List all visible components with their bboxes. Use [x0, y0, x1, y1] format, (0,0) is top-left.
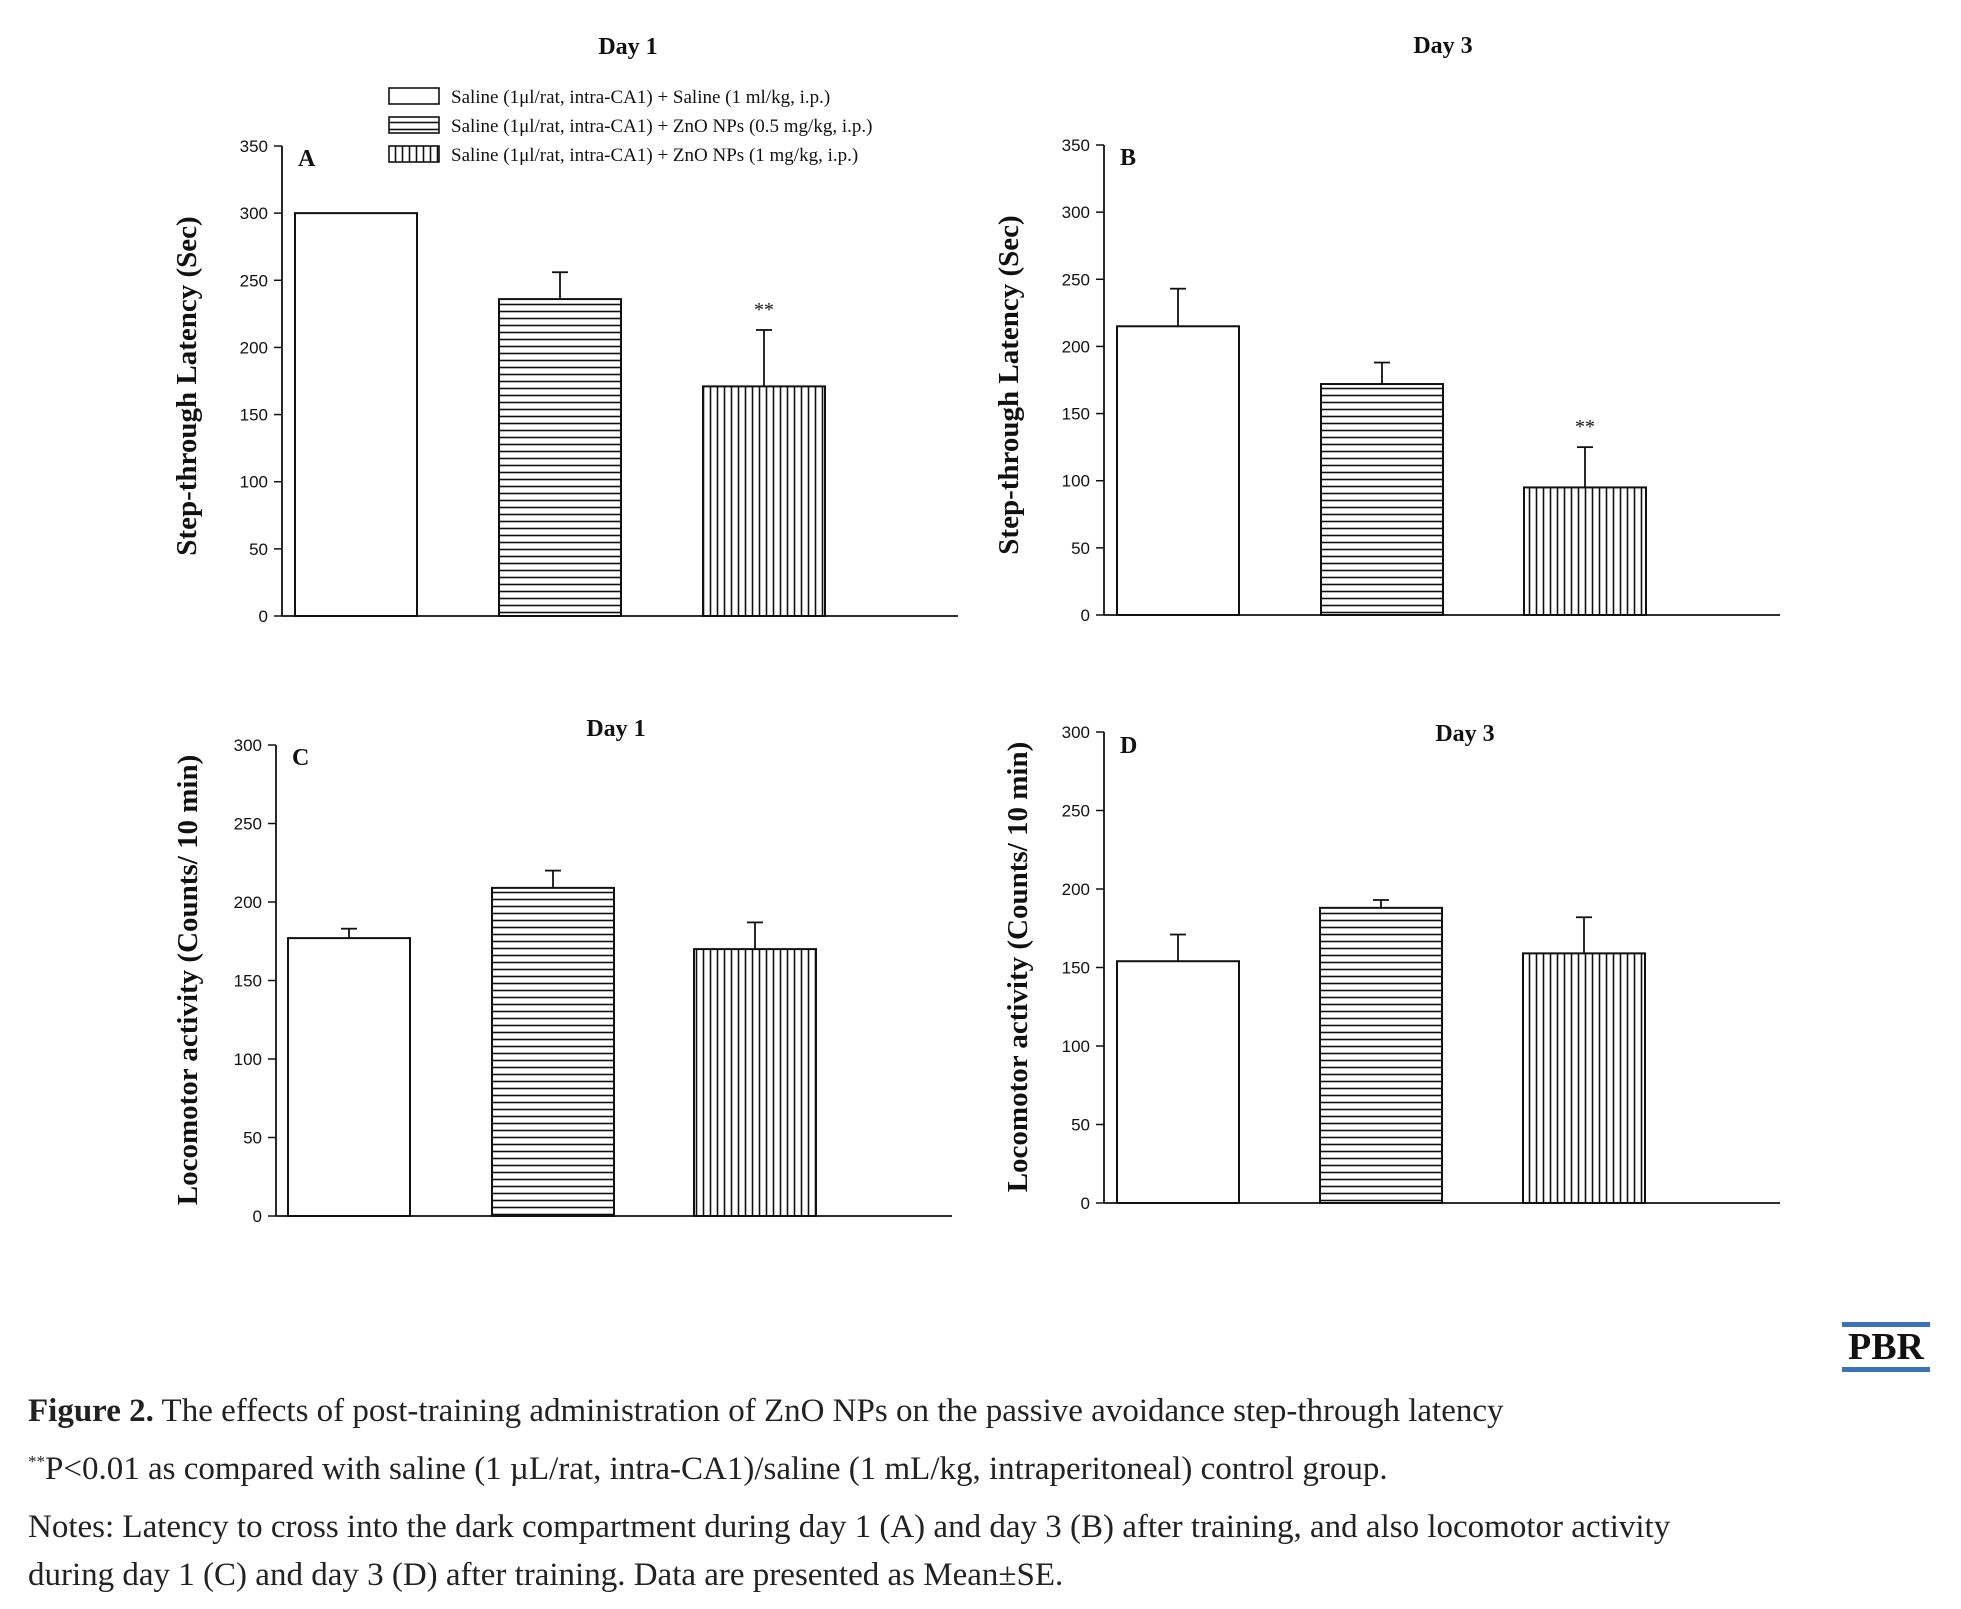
y-tick-label: 150 — [240, 406, 268, 425]
chart-title: Day 1 — [586, 716, 645, 742]
figure-caption-title: Figure 2. The effects of post-training a… — [28, 1393, 1504, 1430]
chart-title: Day 3 — [1435, 721, 1494, 747]
significance-note: **P<0.01 as compared with saline (1 µL/r… — [28, 1451, 1388, 1488]
figure-panels: 0 50 100 150 200 250 300 350 Step-through Latenc… — [171, 33, 1780, 1226]
y-tick-label: 300 — [234, 736, 262, 755]
legend-swatch-blank — [388, 87, 440, 105]
y-axis-label: Locomotor activity (Counts/ 10 min) — [1002, 742, 1034, 1193]
bar-vertical — [693, 948, 817, 1217]
panel-letter: A — [298, 146, 316, 172]
y-tick-label: 250 — [1062, 802, 1090, 821]
bar-horizontal — [498, 298, 622, 617]
y-tick-label: 150 — [1062, 405, 1090, 424]
figure-label: Figure 2. — [28, 1393, 154, 1429]
panel-letter: B — [1120, 145, 1136, 171]
bar-vertical — [1523, 486, 1647, 616]
logo-bottom-rule — [1842, 1367, 1930, 1372]
bar-blank — [1116, 960, 1240, 1204]
y-tick-label: 150 — [1062, 959, 1090, 978]
logo-text: PBR — [1848, 1326, 1924, 1368]
y-tick-label: 250 — [240, 271, 268, 290]
chart-panel-d: 0 50 100 150 200 250 300 Locomotor activity (Co… — [1002, 721, 1780, 1213]
y-tick-label: 200 — [1062, 880, 1090, 899]
significance-text: P<0.01 as compared with saline (1 µL/rat… — [45, 1451, 1388, 1487]
bar-horizontal — [1320, 383, 1444, 616]
y-tick-label: 0 — [1081, 606, 1090, 625]
y-tick-label: 200 — [240, 338, 268, 357]
chart-panel-a: 0 50 100 150 200 250 300 350 Step-through Latenc… — [171, 34, 958, 626]
y-tick-label: 250 — [1062, 270, 1090, 289]
significance-annotation: ** — [754, 299, 774, 321]
chart-panel-b: 0 50 100 150 200 250 300 350 Step-through Latenc… — [993, 33, 1780, 625]
y-tick-label: 200 — [234, 893, 262, 912]
panel-letter: C — [292, 745, 309, 771]
figure-caption-text: The effects of post-training administrat… — [153, 1393, 1504, 1429]
journal-logo: PBR — [1842, 1322, 1930, 1372]
legend-swatch-vertical — [388, 145, 440, 163]
y-tick-label: 100 — [240, 473, 268, 492]
significance-mark: ** — [28, 1452, 45, 1471]
y-tick-label: 100 — [1062, 472, 1090, 491]
y-axis-label: Step-through Latency (Sec) — [171, 216, 203, 555]
y-tick-label: 0 — [259, 607, 268, 626]
legend-label: Saline (1μl/rat, intra-CA1) + Saline (1 … — [451, 87, 830, 108]
y-tick-label: 50 — [1071, 1116, 1090, 1135]
panel-letter: D — [1120, 733, 1137, 759]
bar-horizontal — [491, 886, 615, 1217]
bar-blank — [287, 937, 411, 1217]
legend-swatch-horizontal — [388, 116, 440, 134]
notes-line-2: during day 1 (C) and day 3 (D) after tra… — [28, 1557, 1064, 1593]
chart-title: Day 1 — [598, 34, 657, 60]
legend-label: Saline (1μl/rat, intra-CA1) + ZnO NPs (0… — [451, 116, 872, 137]
bar-blank — [1116, 325, 1240, 616]
y-tick-label: 300 — [1062, 723, 1090, 742]
logo-top-rule — [1842, 1322, 1930, 1327]
y-tick-label: 50 — [1071, 539, 1090, 558]
y-tick-label: 350 — [240, 137, 268, 156]
bar-vertical — [1522, 952, 1646, 1204]
y-tick-label: 50 — [249, 540, 268, 559]
y-tick-label: 250 — [234, 815, 262, 834]
bar-horizontal — [1319, 906, 1443, 1205]
y-tick-label: 350 — [1062, 136, 1090, 155]
y-tick-label: 300 — [1062, 203, 1090, 222]
y-tick-label: 100 — [234, 1050, 262, 1069]
y-tick-label: 0 — [1081, 1194, 1090, 1213]
y-axis-label: Locomotor activity (Counts/ 10 min) — [172, 755, 204, 1206]
y-tick-label: 100 — [1062, 1037, 1090, 1056]
chart-title: Day 3 — [1413, 33, 1472, 59]
chart-panel-c: 0 50 100 150 200 250 300 Locomotor activity (Co… — [172, 716, 952, 1226]
significance-annotation: ** — [1575, 416, 1595, 438]
legend-label: Saline (1μl/rat, intra-CA1) + ZnO NPs (1… — [451, 145, 858, 166]
notes-line-1: Notes: Latency to cross into the dark co… — [28, 1509, 1671, 1545]
y-tick-label: 300 — [240, 204, 268, 223]
y-axis-label: Step-through Latency (Sec) — [993, 215, 1025, 554]
y-tick-label: 200 — [1062, 337, 1090, 356]
bar-vertical — [702, 385, 826, 617]
y-tick-label: 150 — [234, 972, 262, 991]
y-tick-label: 50 — [243, 1129, 262, 1148]
y-tick-label: 0 — [253, 1207, 262, 1226]
bar-blank — [294, 212, 418, 617]
